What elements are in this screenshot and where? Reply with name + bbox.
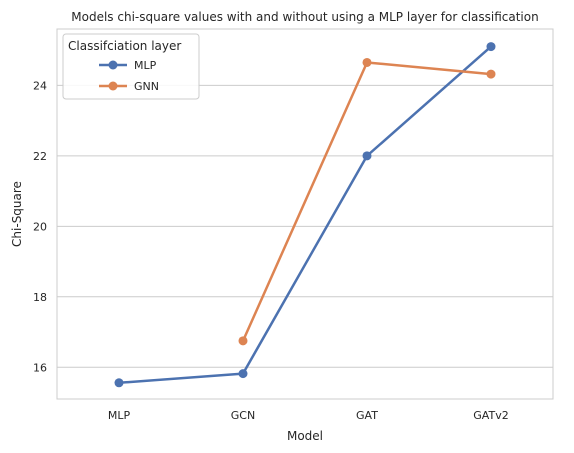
y-tick-label: 22 — [33, 150, 47, 163]
x-axis-label: Model — [287, 429, 323, 443]
data-point-mlp — [362, 151, 372, 161]
y-tick-label: 16 — [33, 361, 47, 374]
legend: Classifciation layer MLP GNN — [62, 33, 200, 100]
series-group — [114, 42, 496, 388]
y-tick-label: 20 — [33, 220, 47, 233]
gridlines — [57, 84, 553, 368]
data-point-gnn — [238, 336, 248, 346]
y-tick-label: 24 — [33, 79, 47, 92]
x-tick-label: GATv2 — [473, 409, 508, 422]
plot-frame — [56, 28, 554, 400]
x-tick-label: MLP — [108, 409, 131, 422]
data-point-mlp — [238, 369, 248, 379]
data-point-gnn — [362, 57, 372, 67]
series-line-mlp — [118, 45, 492, 385]
series-line-gnn — [241, 61, 492, 342]
x-tick-label: GAT — [356, 409, 378, 422]
data-point-mlp — [114, 378, 124, 388]
legend-marker-gnn — [108, 81, 118, 91]
chart-title: Models chi-square values with and withou… — [71, 10, 538, 24]
x-ticks: MLP GCN GAT GATv2 — [108, 409, 509, 422]
data-point-mlp — [486, 42, 496, 52]
legend-label-mlp: MLP — [134, 59, 157, 72]
data-point-gnn — [486, 69, 496, 79]
y-ticks: 16 18 20 22 24 — [33, 79, 47, 374]
legend-box — [62, 33, 200, 100]
legend-label-gnn: GNN — [134, 80, 159, 93]
legend-title: Classifciation layer — [68, 39, 181, 53]
y-tick-label: 18 — [33, 291, 47, 304]
legend-marker-mlp — [108, 60, 118, 70]
y-axis-label: Chi-Square — [10, 181, 24, 247]
x-tick-label: GCN — [231, 409, 255, 422]
